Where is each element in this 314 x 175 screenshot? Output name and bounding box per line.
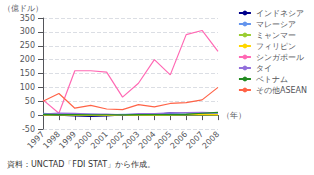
svg-text:その他ASEAN: その他ASEAN [256,86,307,95]
svg-text:（億ドル）: （億ドル） [3,4,43,13]
svg-text:1998: 1998 [41,130,62,151]
svg-text:200: 200 [20,55,35,64]
svg-text:350: 350 [20,14,35,23]
svg-text:2004: 2004 [137,130,158,151]
svg-text:0: 0 [30,111,35,120]
svg-text:フィリピン: フィリピン [256,42,296,51]
svg-text:1999: 1999 [57,130,78,151]
svg-text:2006: 2006 [169,130,190,151]
svg-text:50: 50 [25,97,35,106]
svg-text:2001: 2001 [89,130,110,151]
svg-text:インドネシア: インドネシア [256,9,304,18]
svg-text:2005: 2005 [153,130,174,151]
svg-text:（年）: （年） [222,111,246,120]
svg-text:2003: 2003 [121,130,142,151]
svg-text:2008: 2008 [200,130,221,151]
svg-text:2007: 2007 [185,130,206,151]
svg-text:1997: 1997 [25,130,46,151]
svg-text:100: 100 [20,83,35,92]
svg-text:タイ: タイ [256,64,272,73]
svg-text:-50: -50 [22,125,35,134]
svg-text:マレーシア: マレーシア [256,20,296,29]
svg-text:シンガポール: シンガポール [256,53,304,62]
svg-text:150: 150 [20,69,35,78]
svg-text:ベトナム: ベトナム [256,75,288,84]
svg-text:ミャンマー: ミャンマー [256,31,296,40]
svg-text:資料：UNCTAD「FDI STAT」から作成。: 資料：UNCTAD「FDI STAT」から作成。 [7,160,155,169]
svg-text:2000: 2000 [73,130,94,151]
svg-text:300: 300 [20,27,35,36]
svg-text:2002: 2002 [105,130,126,151]
svg-text:250: 250 [20,41,35,50]
